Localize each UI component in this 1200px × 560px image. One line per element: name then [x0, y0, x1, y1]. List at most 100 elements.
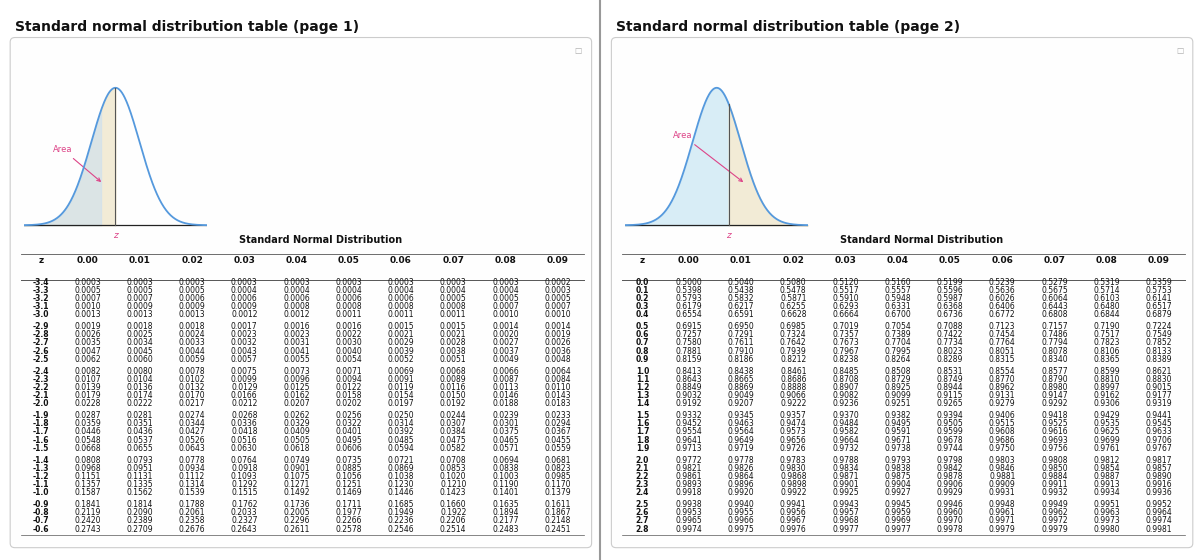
Text: 0.9222: 0.9222 [780, 399, 806, 408]
Text: 0.9429: 0.9429 [1093, 411, 1120, 420]
Text: 0.9821: 0.9821 [676, 464, 702, 473]
Text: 0.0026: 0.0026 [545, 338, 571, 347]
Text: 0.9699: 0.9699 [1093, 436, 1120, 445]
Text: 0.0505: 0.0505 [283, 436, 310, 445]
Text: 0.0021: 0.0021 [440, 330, 467, 339]
Text: 0.3: 0.3 [636, 302, 649, 311]
Text: 0.0018: 0.0018 [126, 322, 154, 331]
Text: 0.0052: 0.0052 [388, 354, 414, 364]
Text: 0.9955: 0.9955 [727, 508, 755, 517]
Text: 0.9971: 0.9971 [989, 516, 1015, 525]
Text: 0.0007: 0.0007 [545, 302, 571, 311]
Text: 0.9977: 0.9977 [832, 525, 859, 534]
Text: 0.0110: 0.0110 [545, 383, 571, 392]
Text: 0.2090: 0.2090 [126, 508, 154, 517]
Text: 0.0055: 0.0055 [283, 354, 310, 364]
Text: 0.9474: 0.9474 [780, 419, 806, 428]
Text: 0.1003: 0.1003 [492, 472, 518, 481]
Text: 1.9: 1.9 [636, 444, 649, 452]
Text: 0.7389: 0.7389 [884, 330, 911, 339]
Text: 0.0040: 0.0040 [335, 347, 362, 356]
Text: 0.9719: 0.9719 [727, 444, 755, 452]
Text: 0.9463: 0.9463 [727, 419, 755, 428]
Text: 0.9979: 0.9979 [1042, 525, 1068, 534]
Text: 0.9960: 0.9960 [936, 508, 964, 517]
Text: 0.0066: 0.0066 [492, 367, 518, 376]
Text: 0.8962: 0.8962 [989, 383, 1015, 392]
Text: -3.4: -3.4 [32, 278, 49, 287]
Text: 0.8686: 0.8686 [780, 375, 806, 384]
Text: 0.0485: 0.0485 [388, 436, 414, 445]
Text: 0.9974: 0.9974 [676, 525, 702, 534]
Text: 0.4: 0.4 [636, 310, 649, 319]
Text: -3.2: -3.2 [32, 294, 49, 303]
Text: 0.0004: 0.0004 [283, 286, 310, 295]
Text: 0.7704: 0.7704 [884, 338, 911, 347]
Text: 0.0582: 0.0582 [440, 444, 467, 452]
Text: 0.9871: 0.9871 [833, 472, 859, 481]
Text: 0.0019: 0.0019 [545, 330, 571, 339]
Text: 0.7157: 0.7157 [1042, 322, 1068, 331]
Text: 0.9803: 0.9803 [989, 456, 1015, 465]
Text: 0.9898: 0.9898 [780, 480, 806, 489]
Text: 0.5319: 0.5319 [1093, 278, 1120, 287]
Text: 0.9965: 0.9965 [676, 516, 702, 525]
Text: 0.5160: 0.5160 [884, 278, 911, 287]
Text: 0.7123: 0.7123 [989, 322, 1015, 331]
Text: 0.0057: 0.0057 [230, 354, 258, 364]
Text: 0.6736: 0.6736 [936, 310, 964, 319]
Text: 0.9693: 0.9693 [1042, 436, 1068, 445]
Text: 0.8: 0.8 [636, 347, 649, 356]
Text: 0.7257: 0.7257 [676, 330, 702, 339]
Text: Standard normal distribution table (page 2): Standard normal distribution table (page… [616, 20, 960, 34]
Text: 0.8023: 0.8023 [937, 347, 964, 356]
Text: 0.9192: 0.9192 [676, 399, 702, 408]
Text: 0.8133: 0.8133 [1146, 347, 1172, 356]
Text: 0.5040: 0.5040 [727, 278, 755, 287]
Text: -2.7: -2.7 [32, 338, 49, 347]
Text: 0.0087: 0.0087 [492, 375, 518, 384]
Text: -3.3: -3.3 [32, 286, 49, 295]
Text: 0.0015: 0.0015 [440, 322, 467, 331]
Text: 0.03: 0.03 [233, 256, 256, 265]
Text: 0.2420: 0.2420 [74, 516, 101, 525]
Text: 0.0035: 0.0035 [74, 338, 101, 347]
Text: 0.6443: 0.6443 [1042, 302, 1068, 311]
Text: 0.5438: 0.5438 [727, 286, 755, 295]
Text: 0.01: 0.01 [730, 256, 752, 265]
Text: 0.9332: 0.9332 [676, 411, 702, 420]
Text: 0.0003: 0.0003 [126, 278, 154, 287]
Text: -0.7: -0.7 [32, 516, 49, 525]
Text: 0.9319: 0.9319 [1146, 399, 1172, 408]
Text: 0.1314: 0.1314 [179, 480, 205, 489]
Text: 0.9945: 0.9945 [884, 500, 911, 509]
Text: 0.8749: 0.8749 [937, 375, 964, 384]
Text: 1.2: 1.2 [636, 383, 649, 392]
Text: 0.9573: 0.9573 [780, 427, 806, 436]
Text: 0.0307: 0.0307 [440, 419, 467, 428]
Text: 0.9938: 0.9938 [676, 500, 702, 509]
Text: 0.9949: 0.9949 [1042, 500, 1068, 509]
Text: 0.9793: 0.9793 [884, 456, 911, 465]
Text: 0.04: 0.04 [887, 256, 908, 265]
Text: 0.0006: 0.0006 [179, 294, 205, 303]
Text: 0.0495: 0.0495 [335, 436, 362, 445]
Text: 0.9441: 0.9441 [1146, 411, 1172, 420]
Text: 0.0009: 0.0009 [126, 302, 154, 311]
Text: 0.0016: 0.0016 [283, 322, 310, 331]
Text: 0.2005: 0.2005 [283, 508, 310, 517]
Text: 0.0028: 0.0028 [440, 338, 467, 347]
Text: 0.0281: 0.0281 [127, 411, 154, 420]
Text: 0.2296: 0.2296 [283, 516, 310, 525]
Text: 0.0446: 0.0446 [74, 427, 101, 436]
Text: 0.9884: 0.9884 [1042, 472, 1068, 481]
Text: 0.9931: 0.9931 [989, 488, 1015, 497]
Text: 0.9812: 0.9812 [1093, 456, 1120, 465]
Text: 0.9756: 0.9756 [1042, 444, 1068, 452]
Text: 0.0465: 0.0465 [492, 436, 518, 445]
Text: 0.9545: 0.9545 [1146, 419, 1172, 428]
Text: 0.0174: 0.0174 [126, 391, 154, 400]
Text: 0.9970: 0.9970 [936, 516, 964, 525]
Text: 0.6664: 0.6664 [832, 310, 859, 319]
Text: 0.6406: 0.6406 [989, 302, 1015, 311]
